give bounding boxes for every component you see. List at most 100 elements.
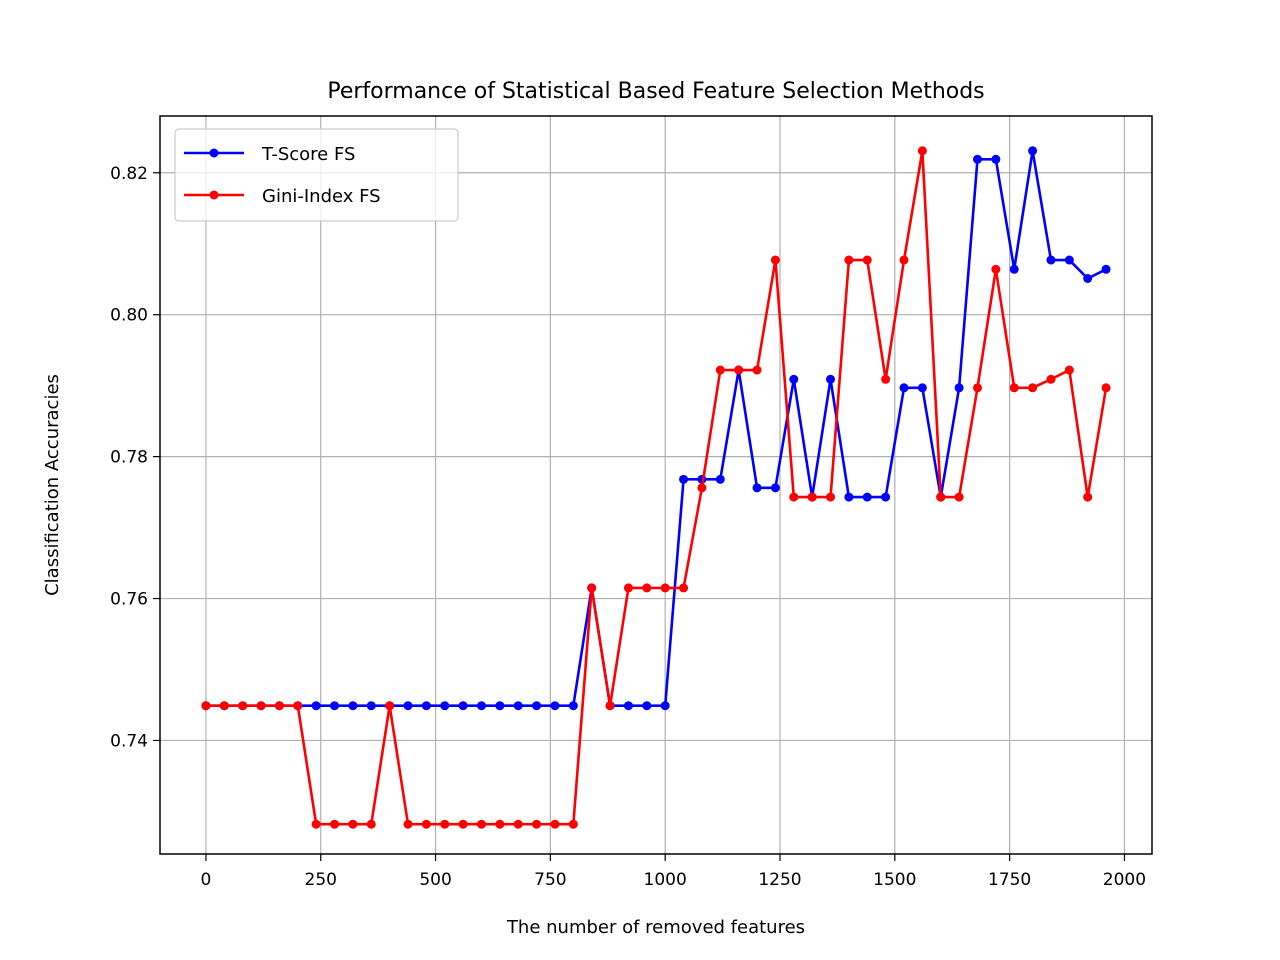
- data-point-t-score-fs: [311, 701, 321, 711]
- data-point-t-score-fs: [954, 383, 964, 393]
- data-point-gini-index-fs: [844, 255, 854, 265]
- data-point-gini-index-fs: [789, 492, 799, 502]
- data-point-t-score-fs: [568, 701, 578, 711]
- data-point-t-score-fs: [715, 474, 725, 484]
- data-point-gini-index-fs: [330, 819, 340, 829]
- data-point-gini-index-fs: [862, 255, 872, 265]
- data-point-gini-index-fs: [1009, 383, 1019, 393]
- data-point-t-score-fs: [917, 383, 927, 393]
- data-point-gini-index-fs: [697, 483, 707, 493]
- data-point-t-score-fs: [972, 154, 982, 164]
- data-point-gini-index-fs: [385, 701, 395, 711]
- data-point-t-score-fs: [1028, 146, 1038, 156]
- x-tick-label: 2000: [1103, 870, 1146, 890]
- legend-marker-gini-index: [209, 190, 219, 200]
- data-point-t-score-fs: [1009, 264, 1019, 274]
- x-tick-label: 1000: [644, 870, 687, 890]
- chart-title: Performance of Statistical Based Feature…: [327, 79, 984, 104]
- data-point-t-score-fs: [752, 483, 762, 493]
- data-point-gini-index-fs: [219, 701, 229, 711]
- legend-label-gini-index: Gini-Index FS: [262, 186, 381, 207]
- data-point-t-score-fs: [660, 701, 670, 711]
- legend-marker-t-score: [209, 148, 219, 158]
- data-point-gini-index-fs: [348, 819, 358, 829]
- series-gini-index-fs: [201, 146, 1111, 829]
- y-axis-label: Classification Accuracies: [42, 374, 63, 596]
- data-point-t-score-fs: [495, 701, 505, 711]
- data-point-t-score-fs: [1064, 255, 1074, 265]
- data-point-gini-index-fs: [899, 255, 909, 265]
- data-point-t-score-fs: [679, 474, 689, 484]
- data-point-t-score-fs: [844, 492, 854, 502]
- data-point-t-score-fs: [862, 492, 872, 502]
- data-point-t-score-fs: [642, 701, 652, 711]
- data-point-gini-index-fs: [1101, 383, 1111, 393]
- data-point-gini-index-fs: [826, 492, 836, 502]
- data-point-t-score-fs: [1046, 255, 1056, 265]
- data-point-t-score-fs: [513, 701, 523, 711]
- x-tick-label: 250: [305, 870, 337, 890]
- data-point-t-score-fs: [826, 374, 836, 384]
- data-point-t-score-fs: [1101, 264, 1111, 274]
- data-point-t-score-fs: [532, 701, 542, 711]
- data-point-t-score-fs: [623, 701, 633, 711]
- data-point-t-score-fs: [348, 701, 358, 711]
- data-point-gini-index-fs: [807, 492, 817, 502]
- data-point-gini-index-fs: [256, 701, 266, 711]
- data-point-t-score-fs: [403, 701, 413, 711]
- legend-label-t-score: T-Score FS: [261, 144, 355, 165]
- y-tick-label: 0.76: [110, 590, 148, 610]
- data-point-gini-index-fs: [917, 146, 927, 156]
- data-point-t-score-fs: [881, 492, 891, 502]
- data-point-gini-index-fs: [752, 365, 762, 375]
- data-point-t-score-fs: [440, 701, 450, 711]
- data-point-gini-index-fs: [734, 365, 744, 375]
- data-point-gini-index-fs: [936, 492, 946, 502]
- data-point-gini-index-fs: [972, 383, 982, 393]
- data-point-gini-index-fs: [881, 374, 891, 384]
- data-point-gini-index-fs: [1064, 365, 1074, 375]
- data-point-gini-index-fs: [623, 583, 633, 593]
- data-point-gini-index-fs: [660, 583, 670, 593]
- data-point-t-score-fs: [421, 701, 431, 711]
- data-point-gini-index-fs: [550, 819, 560, 829]
- data-point-gini-index-fs: [605, 701, 615, 711]
- data-point-gini-index-fs: [201, 701, 211, 711]
- data-point-t-score-fs: [366, 701, 376, 711]
- data-point-gini-index-fs: [403, 819, 413, 829]
- data-point-gini-index-fs: [991, 264, 1001, 274]
- x-tick-label: 750: [534, 870, 566, 890]
- data-point-t-score-fs: [991, 154, 1001, 164]
- legend: T-Score FS Gini-Index FS: [174, 128, 459, 222]
- data-point-gini-index-fs: [1028, 383, 1038, 393]
- y-tick-label: 0.78: [110, 448, 148, 468]
- data-point-gini-index-fs: [532, 819, 542, 829]
- x-axis-label: The number of removed features: [506, 917, 805, 938]
- data-point-gini-index-fs: [476, 819, 486, 829]
- data-point-gini-index-fs: [1083, 492, 1093, 502]
- data-point-gini-index-fs: [1046, 374, 1056, 384]
- data-point-gini-index-fs: [587, 583, 597, 593]
- data-point-t-score-fs: [476, 701, 486, 711]
- data-point-gini-index-fs: [679, 583, 689, 593]
- y-tick-label: 0.82: [110, 164, 148, 184]
- data-point-t-score-fs: [899, 383, 909, 393]
- x-tick-label: 0: [201, 870, 212, 890]
- data-point-gini-index-fs: [715, 365, 725, 375]
- data-point-gini-index-fs: [421, 819, 431, 829]
- y-tick-label: 0.74: [110, 731, 148, 751]
- x-tick-label: 1250: [758, 870, 801, 890]
- data-point-gini-index-fs: [568, 819, 578, 829]
- data-point-t-score-fs: [770, 483, 780, 493]
- data-point-gini-index-fs: [458, 819, 468, 829]
- data-point-gini-index-fs: [440, 819, 450, 829]
- data-point-t-score-fs: [550, 701, 560, 711]
- x-tick-label: 1750: [988, 870, 1031, 890]
- data-point-gini-index-fs: [495, 819, 505, 829]
- plot-area-frame: [159, 115, 1153, 855]
- data-point-gini-index-fs: [954, 492, 964, 502]
- x-tick-label: 500: [419, 870, 451, 890]
- series-layer: [201, 146, 1111, 829]
- data-point-gini-index-fs: [274, 701, 284, 711]
